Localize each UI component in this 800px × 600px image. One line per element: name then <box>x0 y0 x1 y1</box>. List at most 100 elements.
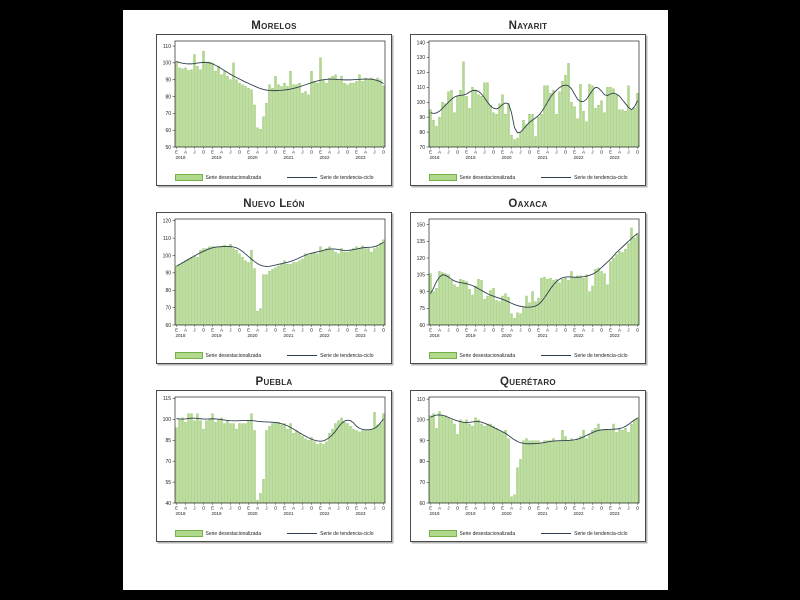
svg-text:100: 100 <box>163 253 172 259</box>
svg-text:A: A <box>184 506 187 511</box>
svg-text:A: A <box>220 506 223 511</box>
svg-text:J: J <box>337 150 339 155</box>
svg-text:O: O <box>202 328 206 333</box>
svg-text:E: E <box>211 150 214 155</box>
trend-legend-label: Serie de tendencia-ciclo <box>574 352 628 359</box>
svg-text:2018: 2018 <box>176 333 187 338</box>
svg-text:110: 110 <box>417 85 425 91</box>
svg-text:J: J <box>483 328 485 333</box>
svg-text:2019: 2019 <box>466 155 477 160</box>
svg-text:120: 120 <box>417 70 426 76</box>
svg-text:70: 70 <box>165 305 171 311</box>
svg-text:O: O <box>274 150 278 155</box>
svg-text:O: O <box>600 328 604 333</box>
svg-text:A: A <box>364 328 367 333</box>
svg-text:J: J <box>193 328 195 333</box>
bars-legend-swatch <box>428 174 457 181</box>
svg-text:J: J <box>265 506 267 511</box>
bars-legend-label: Serie desestacionalizada <box>459 174 516 181</box>
svg-text:E: E <box>573 150 576 155</box>
chart-title-nuevo-leon: Nuevo León <box>243 198 305 210</box>
svg-text:70: 70 <box>419 145 425 151</box>
svg-text:A: A <box>438 328 441 333</box>
svg-text:70: 70 <box>419 480 425 486</box>
svg-text:2023: 2023 <box>356 511 367 516</box>
svg-text:2019: 2019 <box>466 511 477 516</box>
bars-legend-label: Serie desestacionalizada <box>459 352 516 359</box>
svg-text:90: 90 <box>419 438 425 444</box>
svg-text:90: 90 <box>165 77 171 83</box>
svg-text:J: J <box>447 328 449 333</box>
svg-text:A: A <box>510 150 513 155</box>
svg-text:A: A <box>292 328 295 333</box>
svg-text:2021: 2021 <box>284 155 295 160</box>
svg-text:A: A <box>618 328 621 333</box>
svg-text:O: O <box>274 328 278 333</box>
svg-text:115: 115 <box>163 396 171 402</box>
svg-text:2022: 2022 <box>574 511 585 516</box>
trend-legend-swatch <box>287 533 318 534</box>
trend-legend-swatch <box>541 533 572 534</box>
svg-text:A: A <box>256 506 259 511</box>
svg-text:J: J <box>229 150 231 155</box>
svg-text:100: 100 <box>163 61 172 67</box>
svg-text:60: 60 <box>419 501 425 507</box>
svg-text:A: A <box>184 328 187 333</box>
svg-text:135: 135 <box>417 239 426 245</box>
svg-text:90: 90 <box>165 271 171 277</box>
svg-text:E: E <box>609 328 612 333</box>
svg-text:110: 110 <box>163 236 171 242</box>
trend-legend-label: Serie de tendencia-ciclo <box>574 174 628 181</box>
svg-text:130: 130 <box>417 55 426 61</box>
svg-text:O: O <box>492 328 496 333</box>
chart-box: 60 75 90 105 120 135 150 E A J O E A J O E A J O E A J O E A J O E A… <box>410 212 646 364</box>
svg-text:E: E <box>247 506 250 511</box>
svg-text:O: O <box>382 328 386 333</box>
svg-text:J: J <box>337 506 339 511</box>
legend-item-trend: Serie de tendencia-ciclo <box>287 531 373 537</box>
svg-text:A: A <box>546 506 549 511</box>
svg-text:O: O <box>238 150 242 155</box>
trend-legend-swatch <box>287 355 318 356</box>
svg-text:A: A <box>474 150 477 155</box>
svg-text:O: O <box>636 150 640 155</box>
svg-text:2018: 2018 <box>430 511 441 516</box>
svg-text:E: E <box>211 506 214 511</box>
svg-text:110: 110 <box>417 397 425 403</box>
svg-text:O: O <box>238 506 242 511</box>
svg-text:2018: 2018 <box>176 155 187 160</box>
svg-text:70: 70 <box>165 111 171 117</box>
svg-text:E: E <box>573 506 576 511</box>
svg-text:A: A <box>510 506 513 511</box>
svg-text:E: E <box>465 328 468 333</box>
chart-morelos: Morelos 50 60 70 80 90 100 110 E A J O E A J O E A J O E A J O… <box>156 20 392 186</box>
svg-text:2023: 2023 <box>610 333 621 338</box>
svg-text:J: J <box>627 506 629 511</box>
svg-text:O: O <box>456 328 460 333</box>
svg-text:80: 80 <box>165 94 171 100</box>
svg-text:O: O <box>382 150 386 155</box>
svg-text:O: O <box>346 506 350 511</box>
chart-title-nayarit: Nayarit <box>508 20 548 32</box>
svg-text:E: E <box>501 150 504 155</box>
svg-text:E: E <box>355 150 358 155</box>
svg-text:50: 50 <box>165 145 171 151</box>
svg-text:2020: 2020 <box>248 333 259 338</box>
svg-text:E: E <box>609 506 612 511</box>
svg-text:J: J <box>447 150 449 155</box>
svg-text:90: 90 <box>419 115 425 121</box>
svg-text:40: 40 <box>165 501 171 507</box>
svg-text:J: J <box>373 150 375 155</box>
svg-text:E: E <box>355 328 358 333</box>
svg-text:J: J <box>447 506 449 511</box>
chart-legend: Serie desestacionalizada Serie de tenden… <box>411 171 645 184</box>
svg-text:2020: 2020 <box>502 511 513 516</box>
bars-legend-label: Serie desestacionalizada <box>205 352 262 359</box>
svg-text:O: O <box>600 150 604 155</box>
chart-title-morelos: Morelos <box>251 20 297 32</box>
svg-text:A: A <box>256 150 259 155</box>
svg-text:O: O <box>492 506 496 511</box>
chart-box: 70 80 90 100 110 120 130 140 E A J O E A J O E A J O E A J O E A J… <box>410 34 646 186</box>
svg-text:J: J <box>591 506 593 511</box>
